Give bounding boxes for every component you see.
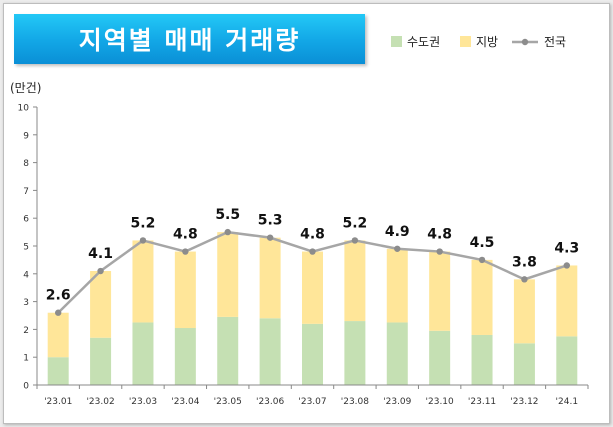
y-tick-label: 5 <box>23 243 29 253</box>
bar-capital-region <box>556 336 578 385</box>
legend-swatch-capital-region <box>391 36 402 47</box>
bar-capital-region <box>132 322 154 385</box>
bar-capital-region <box>429 330 451 385</box>
bar-provinces <box>217 232 239 317</box>
x-axis: '23.01 '23.02 '23.03 '23.04 '23.05 '23.06 '23.… <box>36 384 589 407</box>
total-point <box>224 228 231 236</box>
bar-provinces <box>302 251 323 324</box>
y-tick-label: 0 <box>23 382 29 392</box>
bar-capital-region <box>302 323 323 385</box>
legend-swatch-provinces <box>460 36 471 47</box>
bar-capital-region <box>513 343 535 385</box>
total-point <box>563 262 571 269</box>
x-tick-label: '23.02 <box>86 397 114 407</box>
data-label: 4.1 <box>88 246 113 262</box>
y-axis: 0 1 2 3 4 5 6 7 8 9 10 <box>18 104 38 392</box>
chart-title: 지역별 매매 거래량 <box>14 14 365 64</box>
bar-capital-region <box>217 316 239 385</box>
x-tick-label: '23.07 <box>298 397 326 407</box>
bar-provinces <box>90 271 112 338</box>
data-label: 4.5 <box>470 235 495 251</box>
y-tick-label: 3 <box>23 298 29 308</box>
y-tick-label: 4 <box>23 270 29 280</box>
total-point <box>266 234 274 241</box>
x-tick-label: '23.06 <box>256 397 285 407</box>
y-tick-label: 9 <box>23 131 29 141</box>
legend-label: 지방 <box>476 35 498 49</box>
data-label: 5.2 <box>131 215 156 231</box>
data-label: 4.3 <box>554 240 579 256</box>
bar-provinces <box>132 240 154 323</box>
data-label: 4.8 <box>427 227 452 243</box>
y-tick-label: 2 <box>23 326 29 336</box>
total-point <box>351 237 359 244</box>
total-point <box>139 237 147 244</box>
bar-capital-region <box>174 328 196 385</box>
y-tick-label: 7 <box>23 187 29 197</box>
data-label: 5.5 <box>215 207 240 223</box>
x-tick-label: '23.08 <box>341 397 370 407</box>
bars <box>47 232 578 385</box>
total-point <box>521 276 528 283</box>
x-tick-label: '23.09 <box>383 397 412 407</box>
bar-provinces <box>556 265 578 337</box>
bar-capital-region <box>47 357 69 385</box>
y-tick-label: 8 <box>23 159 29 169</box>
bar-provinces <box>174 251 196 329</box>
data-labels: 2.6 4.1 5.2 4.8 5.5 5.3 4.8 5.2 4.9 4.8 4.5 3.8 4.3 <box>46 207 579 304</box>
total-point <box>394 245 401 252</box>
data-label: 4.8 <box>173 227 198 243</box>
x-tick-label: '23.12 <box>510 397 538 407</box>
y-tick-label: 10 <box>18 104 30 114</box>
total-point <box>182 248 189 255</box>
x-tick-label: '23.03 <box>129 397 157 407</box>
bar-provinces <box>47 312 69 358</box>
total-point <box>54 309 62 316</box>
legend: 수도권 지방 전국 <box>391 35 566 49</box>
legend-marker-total <box>521 38 529 46</box>
bar-provinces <box>513 279 535 344</box>
y-tick-label: 6 <box>23 215 29 225</box>
bar-capital-region <box>386 322 408 385</box>
total-point <box>478 256 486 264</box>
bar-capital-region <box>259 318 281 385</box>
bar-provinces <box>259 237 281 319</box>
total-point <box>436 248 443 255</box>
bar-capital-region <box>471 334 493 385</box>
x-tick-label: '23.10 <box>426 397 455 407</box>
bar-provinces <box>429 251 451 331</box>
data-label: 5.2 <box>342 215 367 231</box>
y-axis-label: (만건) <box>10 81 41 95</box>
data-label: 5.3 <box>258 213 283 229</box>
bar-provinces <box>386 248 408 323</box>
data-label: 4.9 <box>385 224 410 240</box>
data-label: 3.8 <box>512 254 537 270</box>
x-tick-label: '23.04 <box>171 397 200 407</box>
y-tick-label: 1 <box>23 354 29 364</box>
x-tick-label: '23.01 <box>44 397 72 407</box>
legend-label: 전국 <box>544 35 566 49</box>
bar-capital-region <box>90 337 112 385</box>
bar-provinces <box>344 240 366 322</box>
total-point <box>97 267 104 275</box>
total-line <box>54 228 571 316</box>
legend-label: 수도권 <box>407 35 440 49</box>
data-label: 2.6 <box>46 288 71 304</box>
x-tick-label: '23.11 <box>468 397 496 407</box>
bar-provinces <box>471 259 493 335</box>
total-point <box>309 248 316 255</box>
x-tick-label: '24.1 <box>556 397 579 407</box>
bar-capital-region <box>344 321 366 385</box>
x-tick-label: '23.05 <box>214 397 242 407</box>
data-label: 4.8 <box>300 227 325 243</box>
